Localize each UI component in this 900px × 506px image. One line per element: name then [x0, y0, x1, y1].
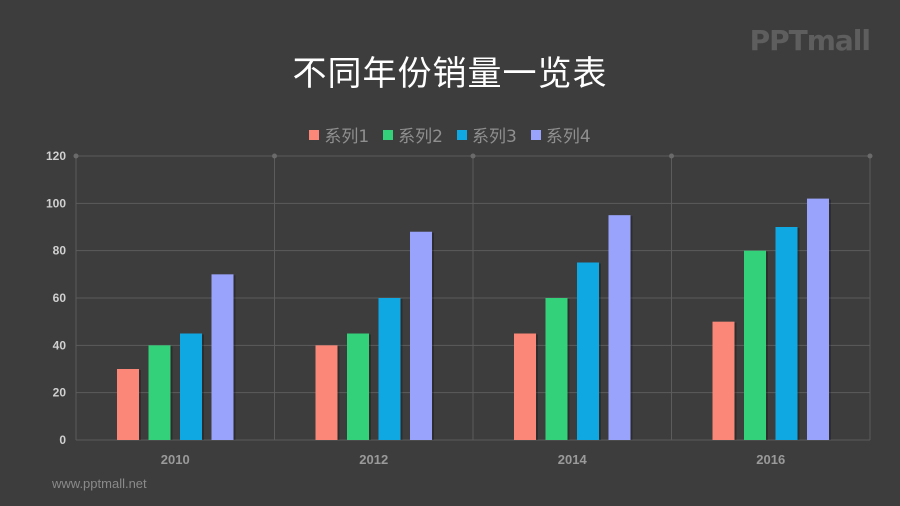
- y-tick-label: 40: [53, 338, 67, 352]
- bar-系列2-2010[interactable]: [148, 345, 171, 440]
- legend-label: 系列2: [398, 127, 443, 147]
- axis-marker-icon: [867, 153, 873, 159]
- axis-marker-icon: [669, 153, 674, 159]
- bar-系列4-2010[interactable]: [211, 274, 234, 440]
- bar-系列2-2012[interactable]: [347, 333, 369, 441]
- legend-item-series3[interactable]: 系列3: [457, 122, 517, 147]
- legend-item-series1[interactable]: 系列1: [309, 122, 369, 147]
- y-tick-label: 20: [53, 386, 67, 400]
- y-tick-label: 60: [53, 291, 67, 305]
- x-tick-label: 2016: [756, 452, 785, 467]
- axis-marker-icon: [73, 153, 79, 159]
- bar-系列4-2014[interactable]: [608, 215, 631, 440]
- legend-label: 系列4: [545, 127, 591, 147]
- bar-系列1-2012[interactable]: [315, 345, 338, 440]
- bar-系列3-2010[interactable]: [180, 333, 202, 441]
- brand-logo: PPTmall: [749, 24, 871, 57]
- x-tick-label: 2014: [558, 452, 588, 467]
- series4-swatch-icon: [530, 129, 541, 140]
- website-url: www.pptmall.net: [52, 476, 147, 491]
- axis-marker-icon: [272, 153, 277, 159]
- series2-swatch-icon: [383, 129, 394, 140]
- axis-marker-icon: [470, 153, 476, 159]
- bar-系列4-2012[interactable]: [410, 231, 432, 440]
- bar-系列3-2016[interactable]: [775, 227, 798, 440]
- bar-系列1-2016[interactable]: [712, 321, 735, 440]
- bar-系列1-2010[interactable]: [117, 369, 139, 440]
- bar-系列4-2016[interactable]: [807, 198, 829, 440]
- x-tick-label: 2010: [161, 452, 190, 467]
- bar-系列3-2014[interactable]: [577, 262, 599, 441]
- legend-item-series2[interactable]: 系列2: [383, 122, 443, 147]
- legend-label: 系列3: [472, 127, 517, 147]
- y-tick-label: 100: [46, 196, 66, 210]
- bar-系列2-2014[interactable]: [545, 298, 568, 440]
- series3-swatch-icon: [457, 129, 467, 140]
- legend-label: 系列1: [324, 127, 370, 147]
- chart-title: 不同年份销量一览表: [292, 54, 608, 94]
- chart-legend: 系列1 系列2 系列3 系列4: [0, 122, 900, 147]
- bar-系列1-2014[interactable]: [514, 333, 536, 441]
- bar-系列2-2016[interactable]: [744, 250, 766, 440]
- y-tick-label: 120: [46, 149, 66, 163]
- x-tick-label: 2012: [359, 452, 388, 467]
- bar-系列3-2012[interactable]: [378, 298, 401, 440]
- y-tick-label: 0: [59, 433, 66, 447]
- y-tick-label: 80: [53, 244, 67, 258]
- series1-swatch-icon: [309, 129, 320, 140]
- legend-item-series4[interactable]: 系列4: [530, 122, 591, 147]
